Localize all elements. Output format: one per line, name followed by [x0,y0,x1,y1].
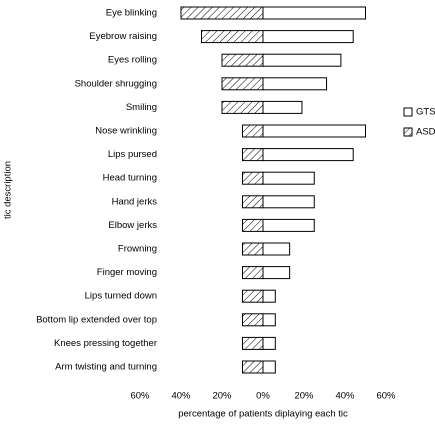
bar [180,6,264,20]
bar [242,336,264,350]
y-tick-label: Head turning [103,173,157,184]
y-tick-label: Finger moving [97,267,157,278]
y-tick-label: Lips pursed [108,149,157,160]
legend-swatch [403,127,413,137]
y-tick-label: Elbow jerks [108,220,157,231]
y-tick-label: Bottom lip extended over top [36,314,157,325]
x-axis-title: percentage of patients diplaying each ti… [178,409,348,420]
bar [262,53,342,67]
bar [242,218,264,232]
legend-swatch [403,107,413,117]
y-tick-label: Eye blinking [106,8,157,19]
y-tick-label: Eyes rolling [108,55,157,66]
x-tick-label: 0% [256,391,270,402]
bar [242,124,264,138]
bar [242,242,264,256]
y-tick-label: Frowning [118,244,157,255]
x-tick-label: 40% [171,391,191,402]
bar [262,171,315,185]
y-tick-label: Hand jerks [112,196,158,207]
bar [242,360,264,374]
bar [262,100,303,114]
y-axis-title: tic description [3,161,14,219]
bar [242,289,264,303]
x-tick-label: 20% [212,391,232,402]
bar [221,100,264,114]
bar [262,242,291,256]
legend-label: GTS [416,107,435,118]
y-tick-label: Shoulder shrugging [75,78,157,89]
bar [262,124,366,138]
bar [262,289,276,303]
bar [262,360,276,374]
bar [201,30,264,44]
y-tick-label: Nose wrinkling [95,126,157,137]
bar [221,53,264,67]
bar [262,336,276,350]
bar [242,171,264,185]
y-tick-label: Knees pressing together [54,338,157,349]
bar [262,313,276,327]
bar [262,218,315,232]
bar [262,30,354,44]
bar [262,266,291,280]
y-tick-label: Smiling [126,102,157,113]
x-tick-label: 40% [335,391,355,402]
bar [242,195,264,209]
bar [242,148,264,162]
x-tick-label: 60% [376,391,396,402]
bar [262,6,366,20]
legend-label: ASD [416,127,435,138]
y-tick-label: Lips turned down [85,291,157,302]
bar [262,77,328,91]
y-tick-label: Arm twisting and turning [55,362,157,373]
bar [242,266,264,280]
bar [262,148,354,162]
y-tick-label: Eyebrow raising [89,31,157,42]
bar [221,77,264,91]
bar [262,195,315,209]
x-tick-label: 60% [130,391,150,402]
x-tick-label: 20% [294,391,314,402]
bar [242,313,264,327]
